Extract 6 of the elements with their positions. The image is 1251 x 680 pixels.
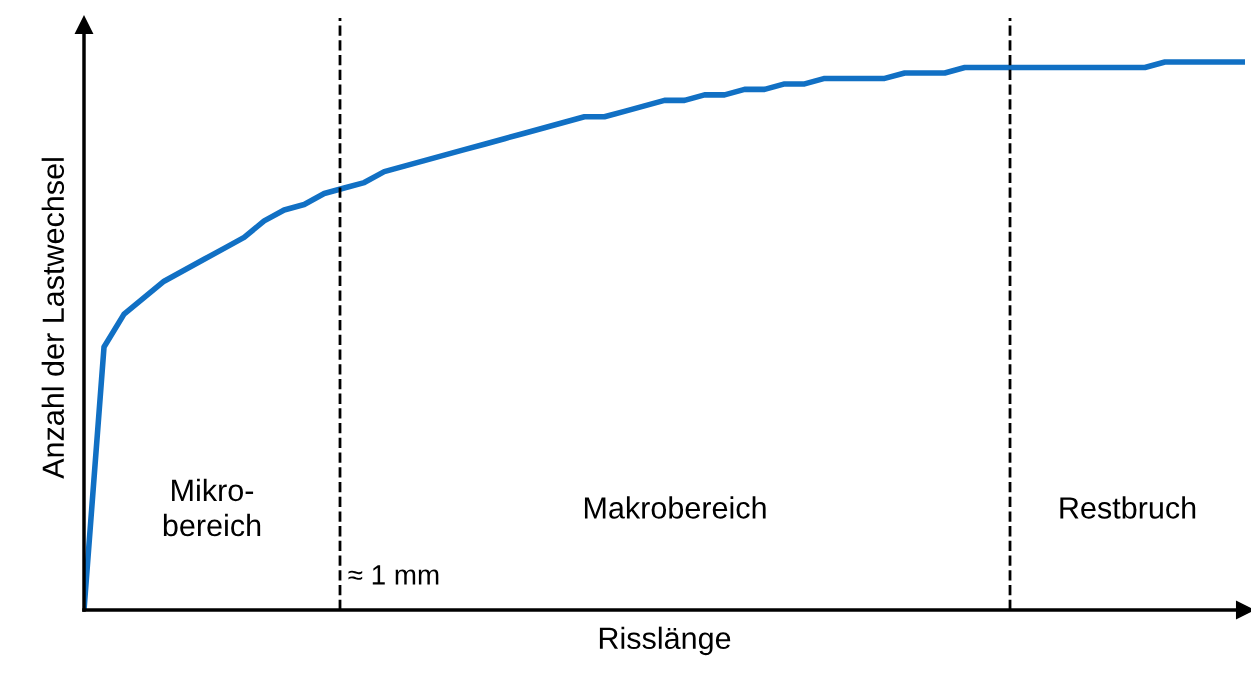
x-axis-title: Risslänge — [599, 626, 731, 656]
annotation: Restbruch — [1060, 496, 1196, 519]
annotation: Mikro- bereich — [163, 478, 261, 537]
annotation: Makrobereich — [584, 496, 766, 519]
y-axis-title: Anzahl der Lastwechsel — [41, 158, 65, 479]
annotation: ≈ 1 mm — [348, 565, 439, 585]
